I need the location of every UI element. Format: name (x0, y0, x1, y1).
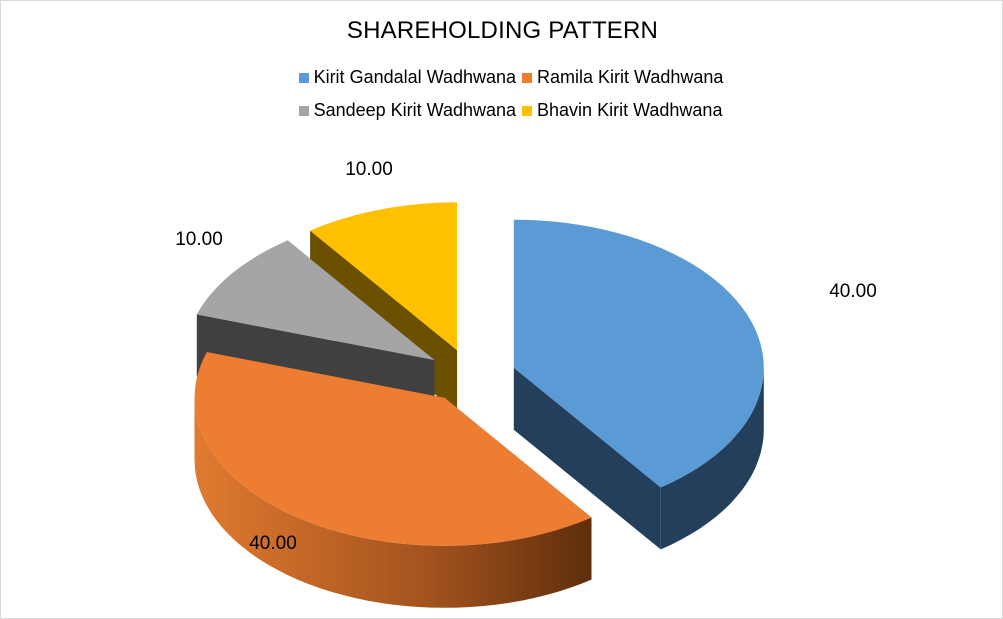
legend-swatch (298, 105, 309, 116)
legend-swatch (298, 72, 309, 83)
slice-outer-wall (194, 397, 592, 608)
slice-side-wall (513, 367, 661, 550)
legend-swatch (522, 72, 533, 83)
pie-slice-ramila (194, 352, 592, 608)
legend-item-sandeep: Sandeep Kirit Wadhwana (298, 100, 517, 121)
legend-item-bhavin: Bhavin Kirit Wadhwana (522, 100, 723, 121)
legend-label: Ramila Kirit Wadhwana (537, 67, 724, 87)
legend-swatch (522, 105, 533, 116)
legend: Kirit Gandalal Wadhwana Ramila Kirit Wad… (261, 67, 761, 121)
data-label-sandeep: 10.00 (175, 229, 223, 250)
legend-label: Sandeep Kirit Wadhwana (313, 100, 517, 120)
data-label-bhavin: 10.00 (345, 159, 393, 180)
slice-outer-wall (660, 367, 764, 550)
data-label-ramila: 40.00 (249, 533, 297, 554)
data-label-kirit-gandalal: 40.00 (829, 281, 877, 302)
slice-top-face (310, 202, 458, 351)
legend-item-kirit-gandalal: Kirit Gandalal Wadhwana (298, 67, 517, 88)
legend-label: Bhavin Kirit Wadhwana (537, 100, 723, 120)
slice-top-face (513, 219, 764, 488)
legend-item-ramila: Ramila Kirit Wadhwana (522, 67, 723, 88)
slice-top-face (196, 240, 435, 361)
slice-top-face (194, 352, 592, 546)
chart-title: SHAREHOLDING PATTERN (346, 17, 659, 44)
legend-label: Kirit Gandalal Wadhwana (313, 67, 517, 87)
pie-slice-kirit-gandalal (513, 219, 764, 550)
